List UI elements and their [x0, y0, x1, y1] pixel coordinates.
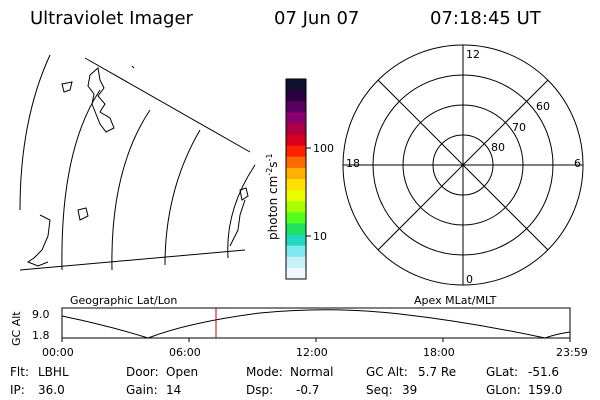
- colorbar-segment: [286, 112, 306, 124]
- colorbar-segment: [286, 212, 306, 224]
- mlat-label-60: 60: [536, 100, 550, 113]
- colorbar-segment: [286, 256, 306, 269]
- info-value: Open: [166, 365, 198, 379]
- polar-plot: [342, 44, 584, 286]
- info-value: 36.0: [38, 383, 65, 397]
- date-label: 07 Jun 07: [274, 8, 359, 29]
- meridian-line: [84, 57, 251, 153]
- timeline-xtick: 06:00: [169, 346, 201, 359]
- altitude-timeline: GC Alt 9.0 1.8 00:00 06:00 12:00 18:00 2…: [10, 307, 588, 359]
- timeline-ticks: [61, 338, 571, 342]
- geographic-map: [19, 54, 256, 271]
- colorbar-segment: [286, 201, 306, 213]
- timeline-xtick: 12:00: [296, 346, 328, 359]
- timeline-ylabel: GC Alt: [10, 311, 23, 346]
- intensity-colorbar: [286, 79, 306, 280]
- coastline: [131, 65, 135, 69]
- colorbar-segment: [286, 79, 306, 91]
- info-value: 14: [166, 383, 181, 397]
- timeline-xtick: 23:59: [556, 346, 588, 359]
- colorbar-tick-label: 100: [313, 142, 334, 155]
- mlat-label-70: 70: [512, 121, 526, 134]
- colorbar-segment: [286, 90, 306, 102]
- colorbar-segment: [286, 223, 306, 236]
- timeline-ytick: 9.0: [32, 308, 50, 321]
- info-value: 5.7 Re: [418, 365, 456, 379]
- coastline: [26, 214, 51, 267]
- colorbar-segment: [286, 267, 306, 280]
- instrument-title: Ultraviolet Imager: [30, 8, 194, 29]
- colorbar-segment: [286, 134, 306, 147]
- time-label: 07:18:45 UT: [430, 8, 542, 29]
- info-key: Mode:: [246, 365, 283, 379]
- mlat-label-80: 80: [491, 141, 505, 154]
- meridian-line: [19, 249, 246, 271]
- timeline-ytick: 1.8: [32, 329, 50, 342]
- info-key: IP:: [10, 383, 25, 397]
- colorbar-segment: [286, 190, 306, 202]
- info-value: -0.7: [296, 383, 319, 397]
- info-value: 159.0: [528, 383, 562, 397]
- timeline-frame: [61, 307, 571, 339]
- timeline-xtick: 18:00: [423, 346, 455, 359]
- info-value: LBHL: [38, 365, 69, 379]
- coastline: [239, 187, 249, 201]
- geographic-panel-label: Geographic Lat/Lon: [70, 294, 177, 307]
- coastline: [87, 67, 115, 133]
- info-value: -51.6: [528, 365, 559, 379]
- info-key: Seq:: [366, 383, 393, 397]
- colorbar-segment: [286, 156, 306, 169]
- info-row-2: IP: 36.0 Gain: 14 Dsp: -0.7 Seq: 39 GLon…: [10, 383, 562, 397]
- colorbar-segment: [286, 101, 306, 113]
- colorbar-segment: [286, 245, 306, 258]
- info-value: Normal: [290, 365, 333, 379]
- colorbar-unit-label: photon cm-2s-1: [265, 153, 280, 240]
- altitude-curve: [61, 309, 571, 339]
- lat-circle: [111, 109, 151, 271]
- colorbar-segment: [286, 123, 306, 136]
- info-key: GLon:: [486, 383, 521, 397]
- info-key: GC Alt:: [366, 365, 408, 379]
- mlt-label-6: 6: [574, 157, 581, 170]
- colorbar-segment: [286, 167, 306, 180]
- mlt-label-18: 18: [346, 157, 360, 170]
- lat-circle: [19, 54, 51, 211]
- info-key: Dsp:: [246, 383, 273, 397]
- colorbar-tick-label: 10: [313, 230, 327, 243]
- timeline-xtick: 00:00: [42, 346, 74, 359]
- polar-diagonal: [377, 79, 549, 251]
- apex-panel-label: Apex MLat/MLT: [414, 294, 497, 307]
- info-key: GLat:: [486, 365, 518, 379]
- info-key: Flt:: [10, 365, 29, 379]
- mlt-label-0: 0: [466, 273, 473, 286]
- colorbar-segment: [286, 234, 306, 247]
- coastline: [77, 207, 89, 221]
- colorbar-segment: [286, 179, 306, 191]
- info-key: Door:: [126, 365, 159, 379]
- info-key: Gain:: [126, 383, 158, 397]
- coastline: [229, 199, 246, 247]
- lat-circle: [61, 89, 101, 271]
- coastline: [61, 81, 73, 93]
- info-row-1: Flt: LBHL Door: Open Mode: Normal GC Alt…: [10, 365, 559, 379]
- lat-circle: [227, 164, 256, 259]
- info-value: 39: [402, 383, 417, 397]
- colorbar-segment: [286, 145, 306, 158]
- mlt-label-12: 12: [466, 48, 480, 61]
- colorbar-frame: [285, 78, 307, 280]
- lat-circle: [164, 129, 201, 266]
